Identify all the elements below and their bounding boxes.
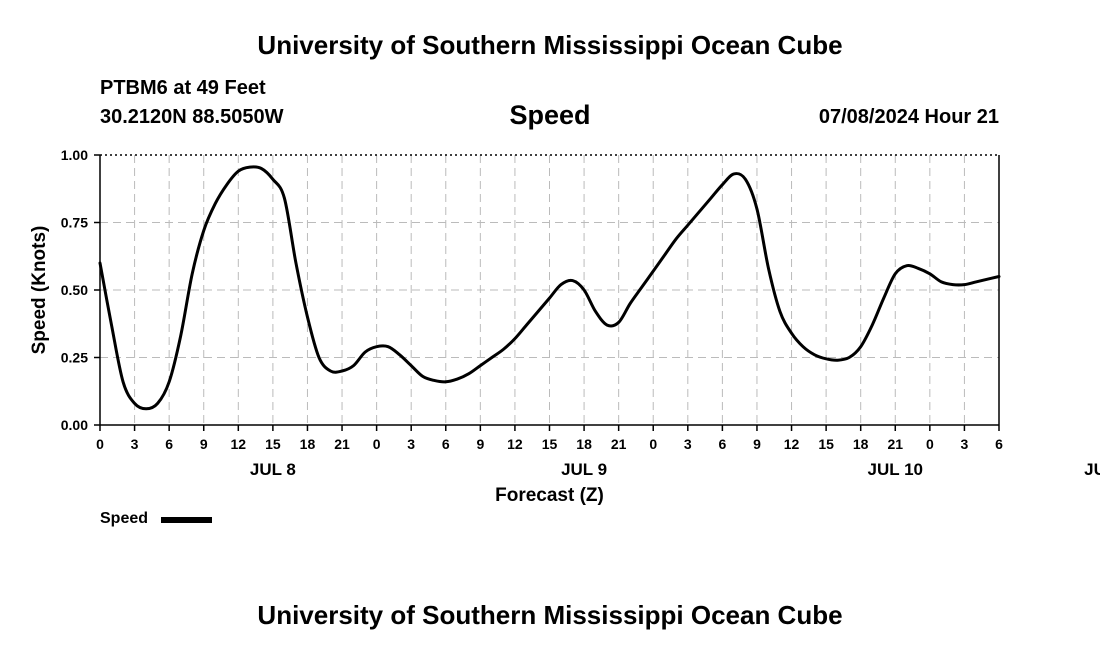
x-tick-label: 0 bbox=[373, 436, 381, 452]
datetime-label: 07/08/2024 Hour 21 bbox=[818, 106, 999, 128]
legend-swatch bbox=[161, 517, 212, 523]
station-label: PTBM6 at 49 Feet bbox=[100, 77, 266, 99]
speed-series-line bbox=[98, 165, 1001, 411]
x-tick-label: 9 bbox=[200, 436, 208, 452]
x-tick-label: 21 bbox=[611, 436, 627, 452]
day-label: JUL 10 bbox=[868, 460, 923, 479]
x-tick-label: 18 bbox=[853, 436, 869, 452]
x-tick-label: 18 bbox=[300, 436, 316, 452]
x-axis-title: Forecast (Z) bbox=[495, 485, 604, 506]
x-tick-label: 21 bbox=[887, 436, 903, 452]
page-title: University of Southern Mississippi Ocean… bbox=[257, 30, 843, 60]
x-tick-label: 12 bbox=[784, 436, 800, 452]
x-tick-label: 9 bbox=[753, 436, 761, 452]
location-label: 30.2120N 88.5050W bbox=[100, 106, 284, 128]
x-tick-label: 15 bbox=[542, 436, 558, 452]
footer-title: University of Southern Mississippi Ocean… bbox=[257, 600, 843, 630]
x-tick-label: 3 bbox=[684, 436, 692, 452]
legend-label: Speed bbox=[100, 510, 149, 527]
x-tick-label: 12 bbox=[231, 436, 247, 452]
x-tick-label: 9 bbox=[476, 436, 484, 452]
x-tick-label: 3 bbox=[961, 436, 969, 452]
x-tick-label: 12 bbox=[507, 436, 523, 452]
x-tick-label: 6 bbox=[995, 436, 1003, 452]
x-tick-label: 15 bbox=[265, 436, 281, 452]
x-tick-label: 0 bbox=[926, 436, 934, 452]
x-tick-label: 0 bbox=[96, 436, 104, 452]
y-tick-label: 0.00 bbox=[61, 417, 88, 433]
y-tick-label: 1.00 bbox=[61, 147, 88, 163]
y-tick-label: 0.75 bbox=[61, 215, 88, 231]
x-tick-label: 6 bbox=[165, 436, 173, 452]
x-tick-label: 3 bbox=[131, 436, 139, 452]
x-tick-label: 18 bbox=[576, 436, 592, 452]
x-tick-label: 15 bbox=[818, 436, 834, 452]
x-tick-label: 6 bbox=[442, 436, 450, 452]
x-tick-label: 0 bbox=[649, 436, 657, 452]
x-tick-label: 6 bbox=[718, 436, 726, 452]
day-label: JUL 8 bbox=[250, 460, 296, 479]
chart-title: Speed bbox=[509, 100, 591, 130]
y-axis-title: Speed (Knots) bbox=[29, 226, 50, 355]
y-tick-label: 0.50 bbox=[61, 282, 88, 298]
day-label: JUL 11 bbox=[1084, 460, 1100, 479]
day-label: JUL 9 bbox=[561, 460, 607, 479]
y-tick-label: 0.25 bbox=[61, 350, 88, 366]
x-tick-label: 3 bbox=[407, 436, 415, 452]
x-tick-label: 21 bbox=[334, 436, 350, 452]
